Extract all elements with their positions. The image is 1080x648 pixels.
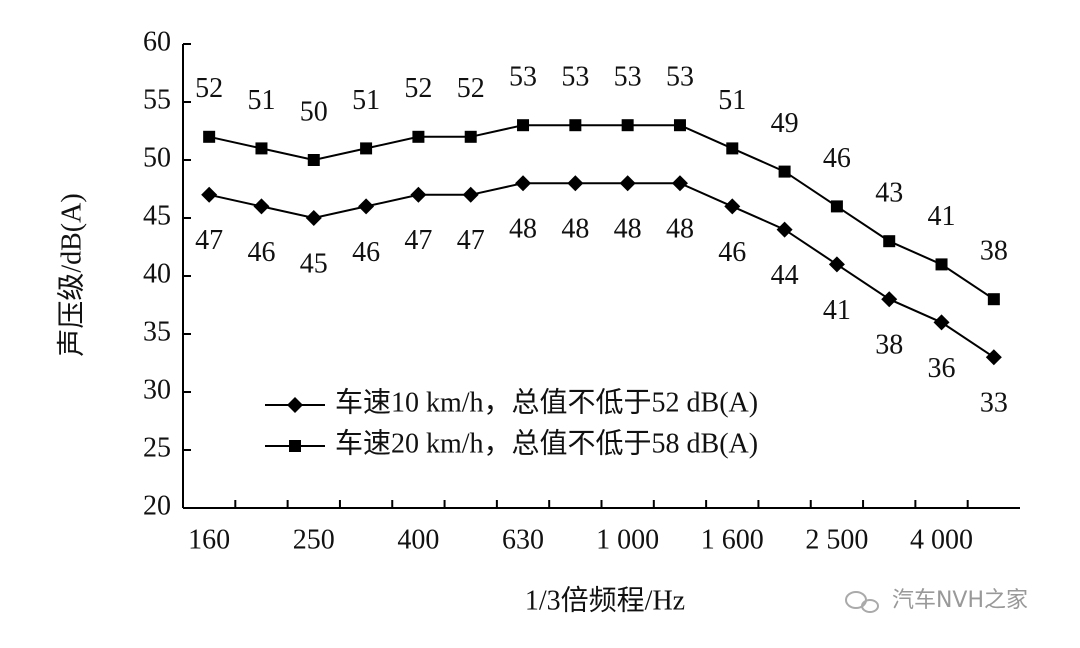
data-label: 50	[300, 96, 328, 127]
point	[567, 175, 584, 192]
point	[776, 221, 793, 238]
point	[201, 186, 218, 203]
y-tick-label: 20	[143, 490, 171, 521]
data-label: 43	[875, 178, 903, 209]
data-label: 47	[457, 225, 485, 256]
point	[883, 235, 896, 248]
point	[671, 175, 688, 192]
data-label: 48	[614, 214, 642, 245]
point	[569, 119, 582, 132]
point	[935, 258, 948, 271]
point	[778, 165, 791, 178]
watermark-icon	[845, 591, 879, 613]
data-label: 51	[247, 85, 275, 116]
data-label: 33	[980, 388, 1008, 419]
x-tick-label: 2 500	[805, 524, 868, 555]
data-label: 51	[352, 85, 380, 116]
legend-marker	[289, 440, 301, 452]
data-label: 52	[404, 73, 432, 104]
point	[410, 186, 427, 203]
point	[515, 175, 532, 192]
point	[830, 200, 843, 213]
y-tick-label: 25	[143, 432, 171, 463]
point	[464, 130, 477, 143]
legend-label: 车速10 km/h，总值不低于52 dB(A)	[335, 386, 758, 418]
point	[517, 119, 530, 132]
point	[462, 186, 479, 203]
point	[360, 142, 373, 155]
data-label: 44	[771, 260, 799, 291]
y-axis-label: 声压级/dB(A)	[55, 193, 87, 356]
data-label: 45	[300, 248, 328, 279]
point	[619, 175, 636, 192]
y-tick-label: 40	[143, 258, 171, 289]
y-tick-label: 45	[143, 200, 171, 231]
data-label: 52	[195, 73, 223, 104]
point	[307, 154, 320, 166]
x-tick-label: 250	[293, 524, 335, 555]
x-axis-label: 1/3倍频程/Hz	[525, 584, 685, 616]
watermark: 汽车NVH之家	[892, 588, 1028, 613]
data-label: 46	[247, 237, 275, 268]
data-label: 49	[771, 108, 799, 139]
data-label: 38	[980, 236, 1008, 267]
data-label: 53	[666, 62, 694, 93]
legend-marker	[287, 397, 303, 413]
y-tick-label: 35	[143, 316, 171, 347]
point	[726, 142, 739, 155]
y-tick-label: 55	[143, 84, 171, 115]
point	[673, 119, 686, 132]
data-label: 41	[823, 295, 851, 326]
series-line	[208, 182, 995, 359]
point	[253, 198, 270, 215]
legend-label: 车速20 km/h，总值不低于58 dB(A)	[335, 427, 758, 459]
data-label: 51	[718, 85, 746, 116]
point	[987, 293, 1000, 306]
data-label: 36	[928, 353, 956, 384]
y-tick-label: 60	[143, 26, 171, 57]
x-tick-label: 160	[188, 524, 230, 555]
point	[305, 210, 322, 226]
point	[724, 198, 741, 215]
data-label: 41	[928, 201, 956, 232]
x-tick-label: 630	[502, 524, 544, 555]
data-label: 46	[352, 237, 380, 268]
point	[255, 142, 268, 155]
point	[358, 198, 375, 215]
x-tick-label: 4 000	[910, 524, 973, 555]
data-label: 53	[614, 62, 642, 93]
point	[621, 119, 634, 132]
data-label: 46	[823, 143, 851, 174]
x-tick-label: 1 600	[701, 524, 764, 555]
x-tick-label: 400	[397, 524, 439, 555]
data-label: 52	[457, 73, 485, 104]
point	[933, 314, 950, 331]
data-label: 53	[509, 62, 537, 93]
x-tick-label: 1 000	[596, 524, 659, 555]
y-tick-label: 30	[143, 374, 171, 405]
point	[985, 349, 1002, 366]
data-label: 38	[875, 330, 903, 361]
data-label: 48	[561, 214, 589, 245]
point	[412, 130, 425, 143]
data-label: 47	[404, 225, 432, 256]
data-label: 48	[666, 214, 694, 245]
series-line	[208, 124, 995, 301]
data-label: 48	[509, 214, 537, 245]
point	[203, 130, 216, 143]
data-label: 46	[718, 237, 746, 268]
point	[828, 256, 845, 273]
point	[881, 291, 898, 308]
y-tick-label: 50	[143, 142, 171, 173]
data-label: 47	[195, 225, 223, 256]
data-label: 53	[561, 62, 589, 93]
